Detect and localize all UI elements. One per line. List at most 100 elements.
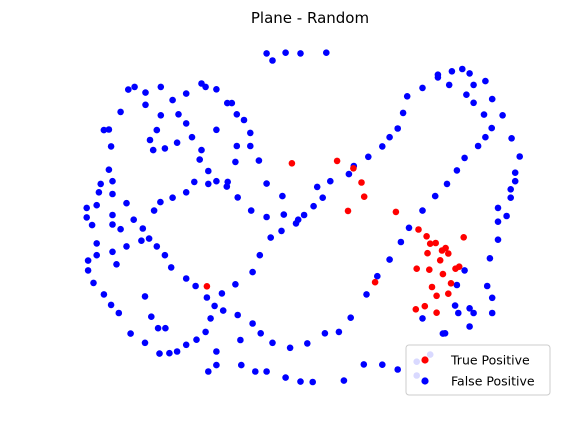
data-point-false-positive	[256, 251, 264, 259]
data-point-false-positive	[141, 293, 149, 300]
data-point-false-positive	[443, 180, 451, 188]
data-point-false-positive	[90, 279, 97, 287]
data-point-false-positive	[282, 49, 289, 56]
data-point-false-positive	[249, 320, 256, 327]
data-point-true-positive	[358, 179, 365, 186]
data-point-false-positive	[247, 142, 254, 150]
data-point-false-positive	[480, 111, 488, 118]
data-point-false-positive	[84, 257, 92, 264]
data-point-true-positive	[428, 283, 436, 291]
data-point-false-positive	[207, 315, 214, 322]
data-point-false-positive	[123, 243, 130, 250]
data-point-false-positive	[148, 313, 155, 321]
data-point-false-positive	[145, 235, 153, 242]
data-point-false-positive	[117, 225, 124, 233]
data-point-false-positive	[117, 108, 124, 116]
data-point-false-positive	[205, 368, 212, 375]
data-point-false-positive	[394, 366, 402, 373]
data-point-false-positive	[141, 339, 149, 347]
data-point-false-positive	[238, 361, 245, 369]
data-point-true-positive	[344, 207, 352, 215]
data-point-false-positive	[461, 154, 468, 162]
data-point-false-positive	[374, 272, 381, 280]
data-point-false-positive	[84, 267, 92, 274]
data-point-false-positive	[455, 309, 462, 317]
data-point-true-positive	[426, 240, 434, 247]
data-point-false-positive	[237, 336, 244, 344]
data-point-false-positive	[280, 211, 288, 218]
data-point-false-positive	[83, 214, 90, 221]
data-point-false-positive	[494, 218, 502, 225]
data-point-false-positive	[188, 133, 196, 141]
data-point-false-positive	[252, 368, 259, 375]
data-point-false-positive	[445, 81, 453, 89]
data-point-false-positive	[247, 207, 255, 214]
data-point-false-positive	[397, 238, 405, 246]
data-point-false-positive	[100, 126, 108, 134]
data-point-false-positive	[173, 139, 181, 146]
data-point-false-positive	[482, 133, 489, 141]
data-point-false-positive	[419, 315, 426, 322]
legend-marker-true-positive	[421, 356, 429, 364]
data-point-true-positive	[436, 257, 444, 264]
data-point-false-positive	[466, 305, 473, 312]
data-point-false-positive	[109, 211, 116, 219]
data-point-false-positive	[157, 112, 165, 119]
data-point-false-positive	[470, 99, 477, 107]
data-point-false-positive	[399, 109, 407, 117]
data-point-true-positive	[371, 278, 379, 286]
data-point-false-positive	[327, 177, 334, 185]
data-point-false-positive	[105, 126, 113, 133]
data-point-false-positive	[263, 50, 270, 57]
data-point-false-positive	[130, 216, 137, 223]
data-point-false-positive	[211, 302, 218, 310]
data-point-false-positive	[157, 198, 164, 206]
data-point-false-positive	[218, 290, 226, 297]
data-point-false-positive	[142, 101, 149, 109]
data-point-false-positive	[146, 136, 154, 144]
data-point-false-positive	[488, 124, 496, 132]
data-point-false-positive	[267, 234, 275, 241]
plot-area	[83, 49, 523, 386]
data-point-false-positive	[149, 146, 157, 154]
data-point-false-positive	[161, 251, 169, 259]
data-point-true-positive	[426, 266, 433, 274]
data-point-false-positive	[191, 178, 198, 186]
data-point-false-positive	[263, 368, 270, 375]
data-point-false-positive	[109, 190, 116, 198]
data-point-false-positive	[192, 282, 199, 290]
data-point-false-positive	[441, 330, 449, 337]
data-point-false-positive	[482, 77, 489, 85]
data-point-false-positive	[95, 189, 103, 196]
data-point-false-positive	[182, 275, 190, 282]
data-point-false-positive	[153, 243, 161, 250]
data-point-false-positive	[107, 301, 115, 309]
legend-label-true-positive: True Positive	[450, 353, 530, 368]
data-point-false-positive	[109, 221, 116, 228]
data-point-false-positive	[240, 116, 248, 124]
data-point-false-positive	[127, 330, 134, 337]
data-point-false-positive	[365, 153, 372, 161]
data-point-false-positive	[340, 377, 348, 384]
data-point-false-positive	[451, 302, 459, 309]
data-point-true-positive	[413, 265, 421, 273]
data-point-false-positive	[508, 135, 515, 142]
data-point-true-positive	[447, 280, 455, 287]
data-point-false-positive	[345, 170, 353, 178]
data-point-false-positive	[461, 267, 468, 274]
data-point-false-positive	[463, 91, 470, 98]
data-point-false-positive	[394, 125, 402, 132]
data-point-false-positive	[131, 83, 138, 91]
data-point-false-positive	[453, 167, 461, 174]
data-point-false-positive	[213, 177, 220, 185]
data-point-false-positive	[193, 336, 200, 344]
data-point-false-positive	[88, 221, 96, 229]
data-point-false-positive	[196, 156, 203, 163]
data-point-false-positive	[360, 361, 368, 368]
data-point-true-positive	[421, 302, 429, 310]
data-point-false-positive	[232, 158, 239, 166]
data-point-false-positive	[232, 281, 239, 288]
data-point-false-positive	[386, 256, 393, 263]
data-point-false-positive	[161, 145, 169, 152]
